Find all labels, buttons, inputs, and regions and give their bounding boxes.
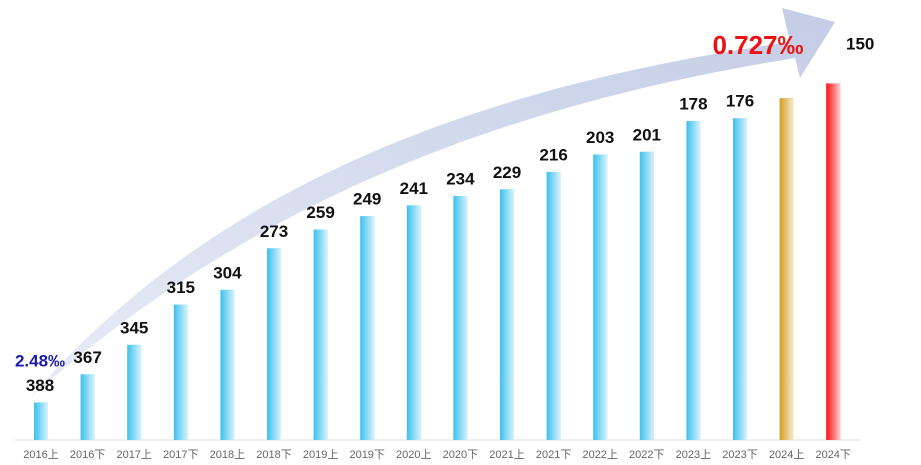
x-tick-label: 2023上 <box>676 448 711 461</box>
value-label: 345 <box>120 318 148 337</box>
x-tick-label: 2019下 <box>349 449 384 461</box>
x-tick-label: 2024上 <box>769 448 804 461</box>
annotation: 2.48‰ <box>15 351 65 370</box>
x-tick-label: 2024下 <box>815 449 850 461</box>
bar-sheen <box>127 344 142 440</box>
bar-sheen <box>173 304 188 440</box>
x-tick-label: 2022上 <box>582 448 617 461</box>
x-tick-label: 2017下 <box>163 449 198 461</box>
x-tick-label: 2020下 <box>443 449 478 461</box>
value-label: 388 <box>26 376 54 395</box>
value-label: 273 <box>260 222 288 241</box>
x-tick-label: 2021下 <box>536 449 571 461</box>
x-tick-label: 2016下 <box>70 449 105 461</box>
x-tick-label: 2018下 <box>256 449 291 461</box>
x-tick-label: 2022下 <box>629 449 664 461</box>
value-label: 176 <box>726 92 754 111</box>
bar-sheen <box>220 289 235 440</box>
bar-sheen <box>267 248 281 440</box>
bar-sheen <box>733 118 747 441</box>
bar-sheen <box>360 216 375 440</box>
bar-sheen <box>686 120 701 441</box>
trend-arrow <box>30 8 835 398</box>
bar-sheen <box>593 154 608 440</box>
bar-sheen <box>406 205 421 440</box>
bar-sheen <box>546 171 561 440</box>
value-label: 304 <box>213 263 242 282</box>
value-label: 150 <box>846 34 874 53</box>
value-label: 229 <box>493 163 521 182</box>
value-label: 315 <box>167 278 195 297</box>
bar-sheen <box>80 374 95 440</box>
bar-sheen <box>313 229 328 440</box>
value-label: 259 <box>306 203 334 222</box>
value-label: 201 <box>633 125 661 144</box>
value-label: 234 <box>446 169 475 188</box>
bar-sheen <box>639 151 654 440</box>
bar-sheen <box>779 98 794 441</box>
x-tick-label: 2023下 <box>722 449 757 461</box>
bar-sheen <box>453 196 468 440</box>
value-label: 249 <box>353 190 381 209</box>
value-label: 367 <box>73 348 101 367</box>
annotation: 0.727‰ <box>712 30 803 60</box>
x-tick-label: 2019上 <box>303 448 338 461</box>
x-tick-label: 2017上 <box>116 448 151 461</box>
value-label: 241 <box>400 179 428 198</box>
x-tick-label: 2020上 <box>396 448 431 461</box>
x-tick-label: 2016上 <box>23 448 58 461</box>
x-tick-label: 2021上 <box>489 448 524 461</box>
bar-sheen <box>34 402 48 440</box>
value-label: 203 <box>586 128 614 147</box>
bar-sheen <box>500 189 514 440</box>
bar-sheen <box>826 83 841 441</box>
value-label: 178 <box>679 94 707 113</box>
x-tick-label: 2018上 <box>210 448 245 461</box>
value-label: 216 <box>539 145 567 164</box>
